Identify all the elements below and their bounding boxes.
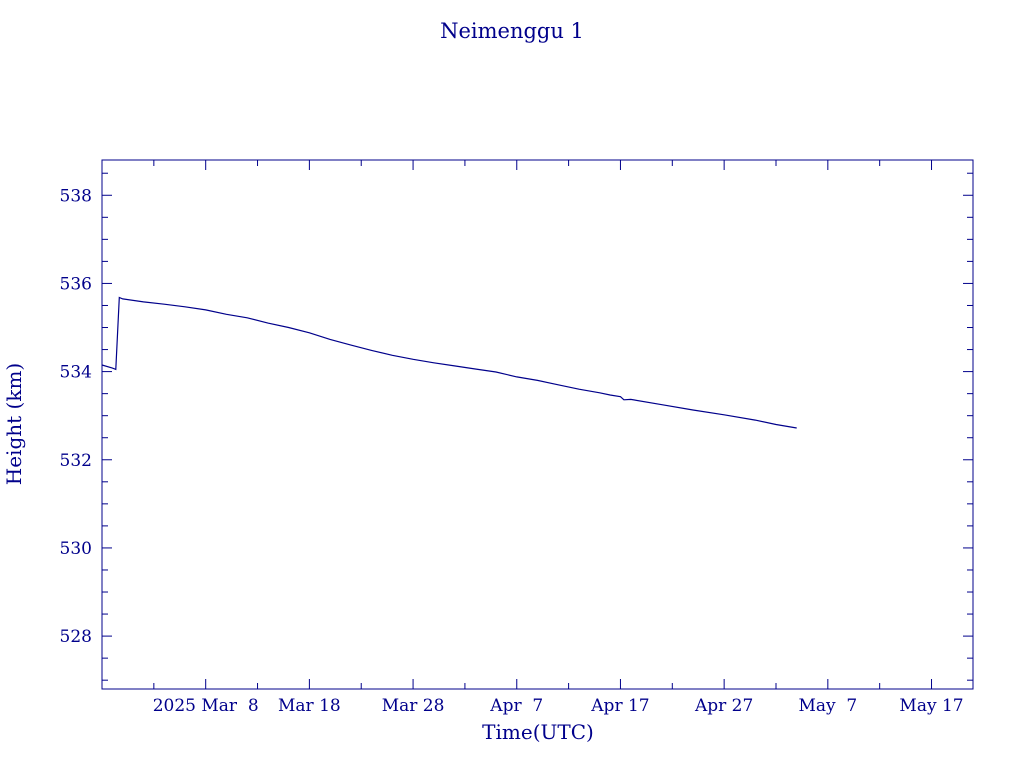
y-axis-label: Height (km) xyxy=(2,363,26,485)
y-tick-label: 534 xyxy=(60,363,92,383)
height-series-line xyxy=(101,296,797,429)
y-tick-label: 528 xyxy=(60,627,92,647)
chart-title: Neimenggu 1 xyxy=(440,19,584,43)
x-tick-label: Mar 18 xyxy=(278,696,341,716)
x-axis-label: Time(UTC) xyxy=(482,720,594,744)
y-tick-label: 532 xyxy=(60,451,92,471)
plot-frame xyxy=(101,159,974,690)
y-tick-label: 530 xyxy=(60,539,92,559)
y-tick-label: 538 xyxy=(60,186,92,206)
axis-ticks xyxy=(102,160,973,689)
y-tick-labels: 528 530 532 534 536 538 xyxy=(60,186,92,647)
x-tick-label: Apr 27 xyxy=(694,696,753,716)
x-tick-label: Mar 28 xyxy=(382,696,445,716)
x-tick-label: May 7 xyxy=(798,696,857,716)
x-tick-label: Apr 17 xyxy=(590,696,649,716)
x-tick-label: May 17 xyxy=(899,696,963,716)
x-tick-label: 2025 Mar 8 xyxy=(153,696,259,716)
y-tick-label: 536 xyxy=(60,274,92,294)
x-tick-labels: 2025 Mar 8 Mar 18 Mar 28 Apr 7 Apr 17 Apr 27 M… xyxy=(153,696,964,716)
x-tick-label: Apr 7 xyxy=(489,696,543,716)
